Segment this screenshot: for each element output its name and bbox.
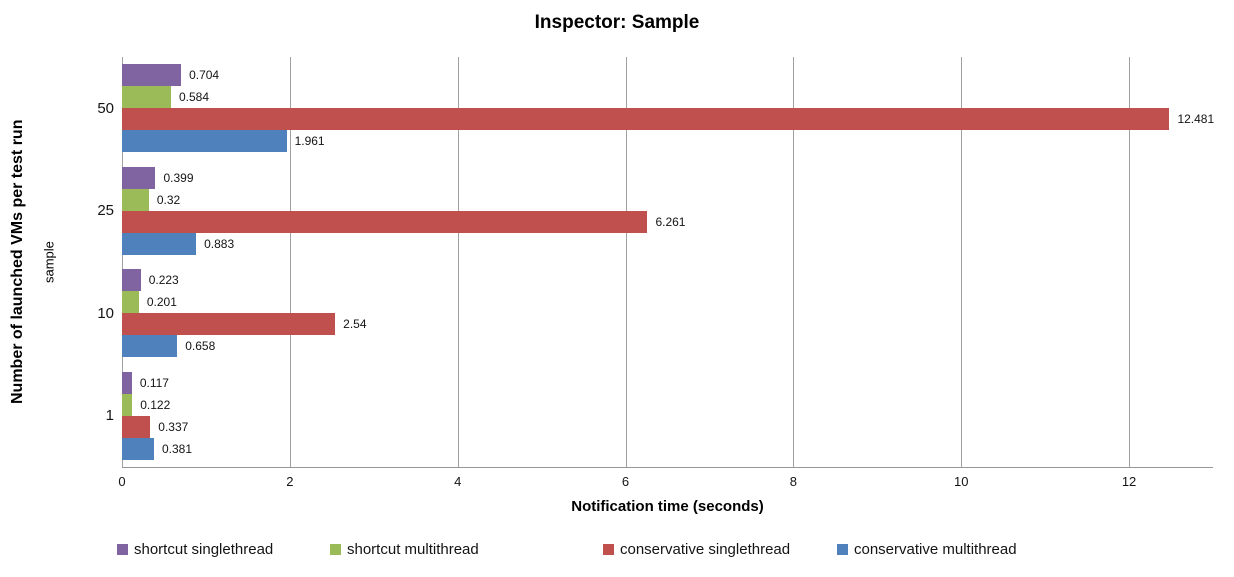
bar-row: 0.201 [122,291,1213,314]
gridline [793,57,795,467]
x-axis-title: Notification time (seconds) [571,498,764,515]
bar-conservative-singlethread [122,108,1170,131]
legend-label: conservative singlethread [620,541,791,558]
legend-item: conservative singlethread [603,541,790,558]
bar-group: 0.399 0.32 6.261 0.883 [122,160,1213,263]
bar-value-label: 0.337 [158,419,189,434]
x-tick-label: 4 [454,474,462,489]
bar-row: 0.32 [122,188,1213,211]
x-tick-label: 0 [118,474,126,489]
bar-row: 0.584 [122,86,1213,109]
bar-row: 0.117 [122,371,1213,394]
bar-value-label: 0.704 [189,68,220,83]
bar-conservative-multithread [122,232,197,255]
y-category-label: 1 [105,407,114,425]
legend-swatch-shortcut-multithread [330,544,341,555]
gridline [122,57,123,467]
bar-row: 0.122 [122,393,1213,416]
legend-label: conservative multithread [854,541,1017,558]
legend-swatch-conservative-multithread [837,544,848,555]
bar-shortcut-multithread [122,393,133,416]
bar-value-label: 2.54 [343,317,367,332]
bar-conservative-multithread [122,130,287,153]
bar-group: 0.117 0.122 0.337 0.381 [122,365,1213,468]
y-category-label: 25 [97,202,114,220]
bar-row: 0.704 [122,64,1213,87]
bar-shortcut-multithread [122,291,139,314]
x-tick-label: 6 [621,474,630,489]
bar-value-label: 0.122 [140,397,171,412]
gridline [625,57,627,467]
gridline [1129,57,1131,467]
bar-shortcut-singlethread [122,166,156,189]
bar-row: 0.658 [122,335,1213,358]
bar-value-label: 0.399 [163,170,194,185]
bar-value-label: 1.961 [294,134,325,149]
bar-shortcut-singlethread [122,269,141,292]
bar-value-label: 0.117 [139,375,169,390]
chart-title: Inspector: Sample [534,12,700,33]
bar-group: 0.223 0.201 2.54 0.658 [122,262,1213,365]
legend-swatch-conservative-singlethread [603,544,614,555]
bar-shortcut-multithread [122,86,171,109]
legend-item: shortcut multithread [330,541,479,558]
bar-row: 1.961 [122,130,1213,153]
bar-value-label: 0.223 [148,273,179,288]
x-tick-label: 8 [789,474,797,489]
legend-item: shortcut singlethread [117,541,273,558]
bar-shortcut-singlethread [122,64,182,87]
plot-area: 0.704 0.584 12.481 1.961 0.399 0.32 6.261 0.883… [122,57,1215,468]
bar-row: 6.261 [122,210,1213,233]
bar-row: 0.337 [122,415,1213,438]
bar-group: 0.704 0.584 12.481 1.961 [122,57,1215,160]
bar-row: 0.399 [122,166,1213,189]
bar-shortcut-multithread [122,188,149,211]
bar-value-label: 0.658 [185,339,216,354]
bar-value-label: 0.381 [161,441,192,456]
legend-label: shortcut multithread [347,541,479,558]
bar-value-label: 0.201 [146,295,177,310]
bar-conservative-singlethread [122,415,151,438]
bar-value-label: 0.584 [179,90,210,105]
gridline [457,57,459,467]
x-tick-label: 12 [1121,474,1137,489]
bar-row: 0.381 [122,437,1213,460]
x-tick-label: 2 [286,474,294,489]
legend-item: conservative multithread [837,541,1017,558]
bar-row: 12.481 [122,108,1215,131]
bar-value-label: 12.481 [1177,112,1215,127]
x-tick-label: 10 [953,474,969,489]
bar-row: 0.223 [122,269,1213,292]
bar-value-label: 0.32 [156,192,181,207]
bar-conservative-singlethread [122,210,648,233]
bar-shortcut-singlethread [122,371,132,394]
bar-value-label: 6.261 [655,214,686,229]
y-category-label: 50 [97,99,114,117]
y-axis-subtitle: sample [41,241,57,283]
bar-row: 0.883 [122,232,1213,255]
y-axis-title: Number of launched VMs per test run [9,119,26,405]
bar-conservative-multithread [122,335,178,358]
legend-swatch-shortcut-singlethread [117,544,128,555]
gridline [289,57,291,467]
gridline [961,57,963,467]
bar-row: 2.54 [122,313,1213,336]
bar-value-label: 0.883 [204,236,235,251]
legend-label: shortcut singlethread [134,541,274,558]
bar-conservative-singlethread [122,313,336,336]
bar-conservative-multithread [122,437,154,460]
y-category-label: 10 [97,304,114,322]
